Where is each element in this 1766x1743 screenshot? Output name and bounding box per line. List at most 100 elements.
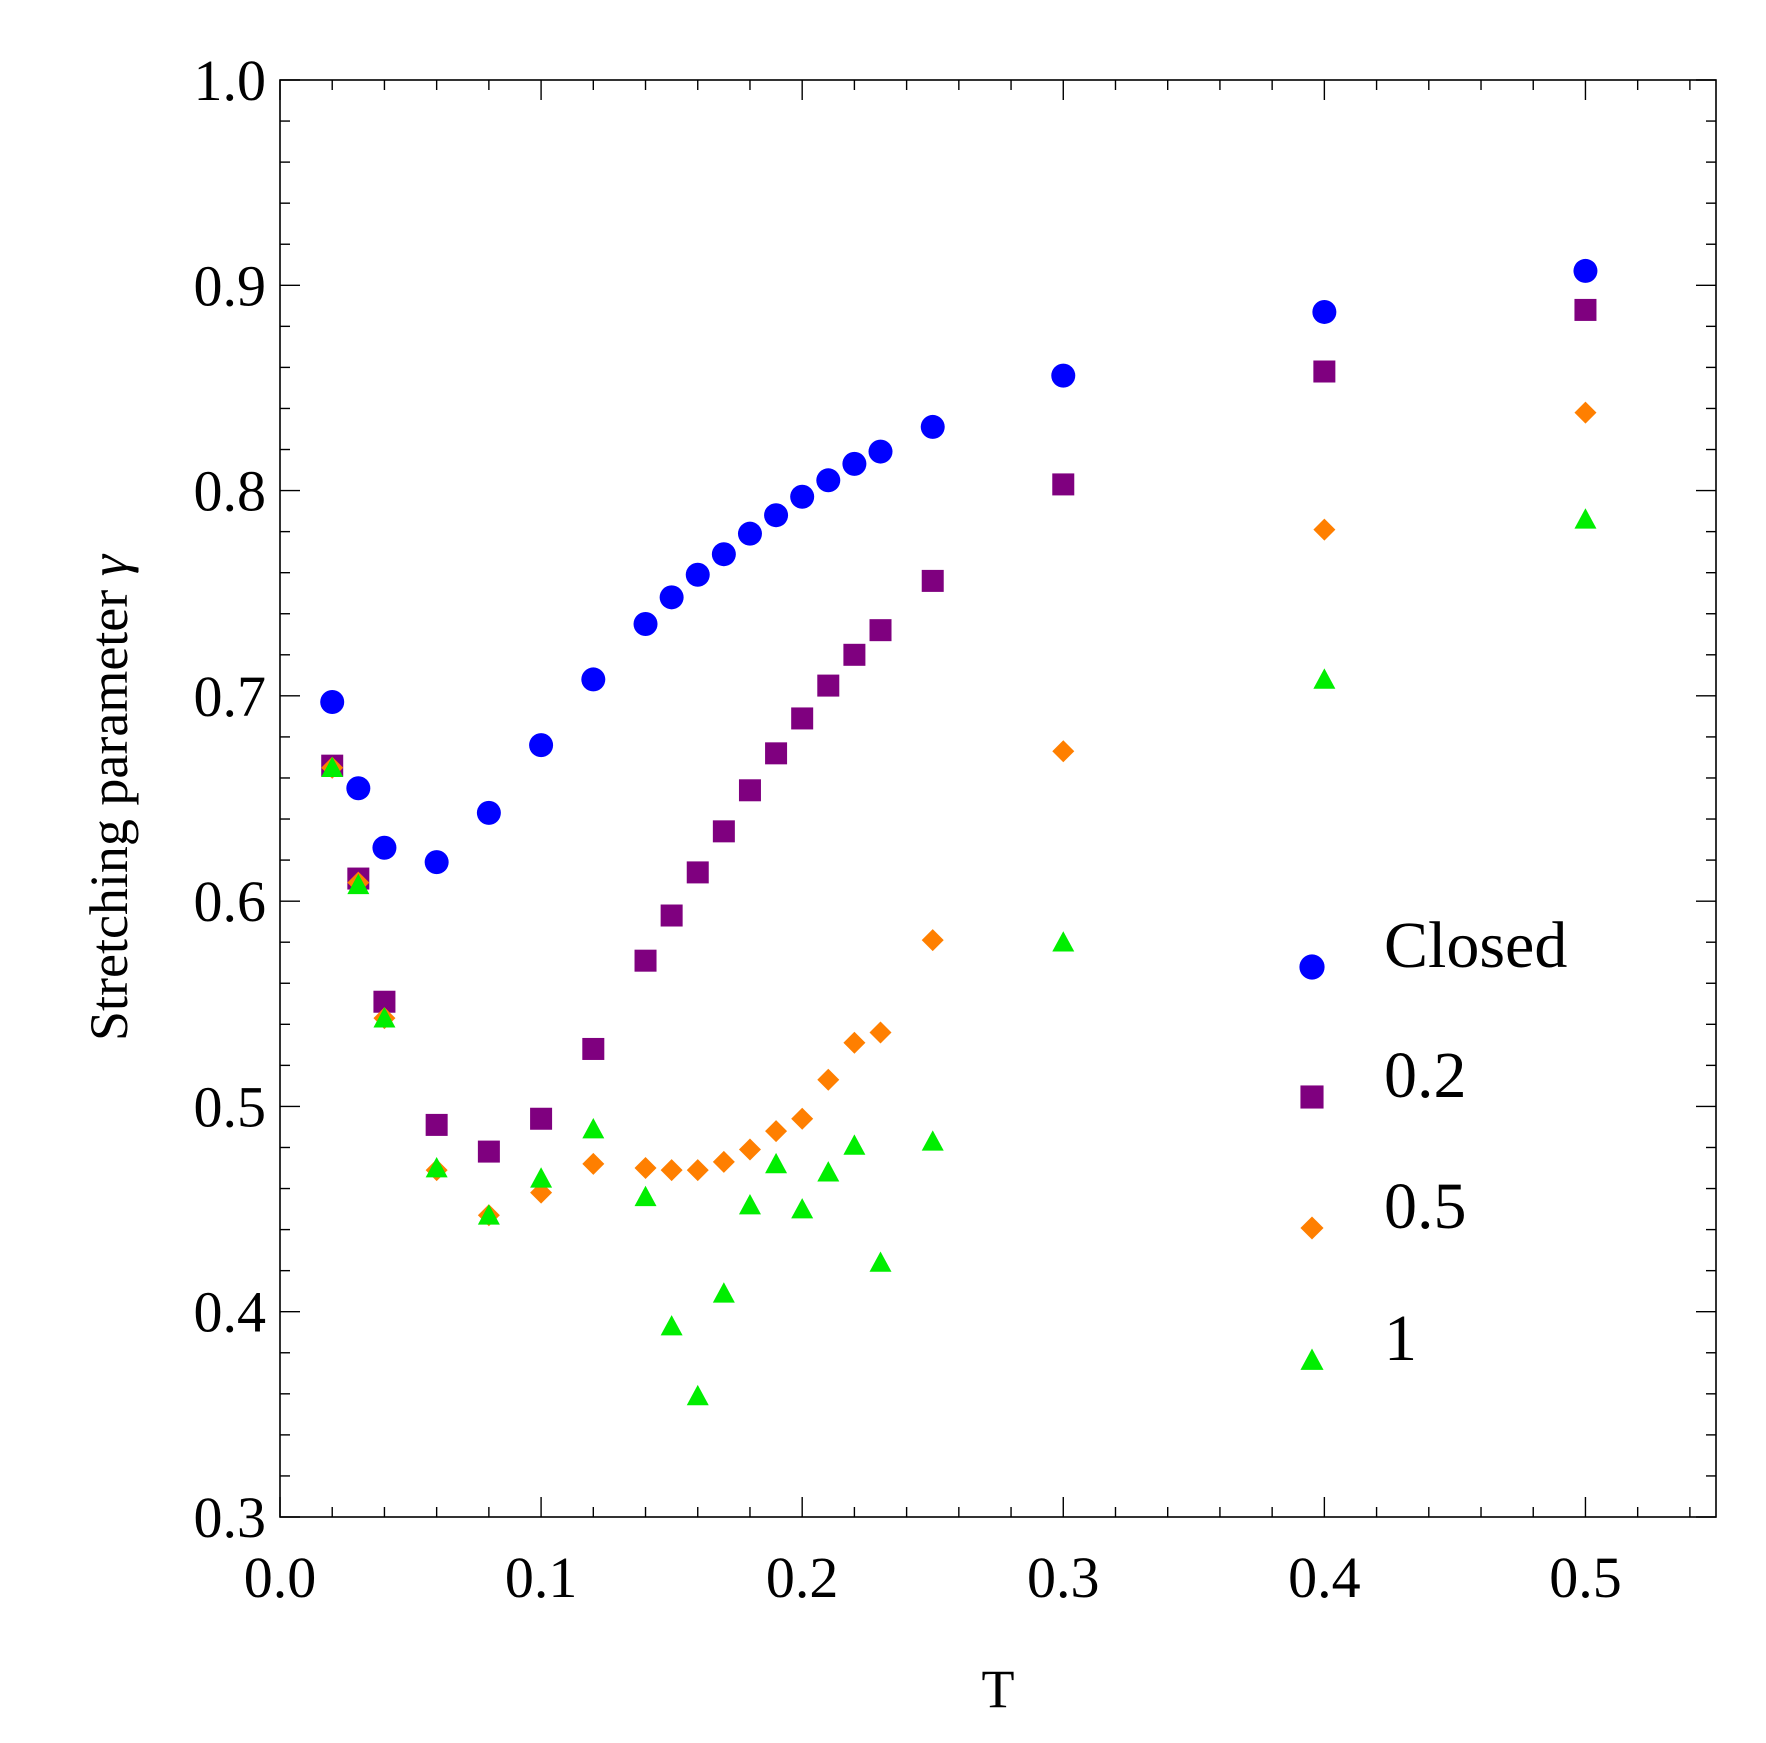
data-point bbox=[477, 1140, 500, 1163]
data-point bbox=[921, 1130, 944, 1151]
data-point bbox=[737, 521, 762, 546]
data-point bbox=[477, 1204, 500, 1225]
data-point bbox=[530, 1107, 553, 1130]
data-point bbox=[842, 451, 867, 476]
data-point bbox=[817, 1068, 840, 1091]
data-point bbox=[321, 756, 344, 778]
data-point bbox=[738, 1193, 761, 1215]
data-point bbox=[529, 733, 554, 758]
x-tick-label: 0.3 bbox=[1027, 1545, 1100, 1610]
data-point bbox=[686, 1159, 709, 1182]
data-point bbox=[1573, 258, 1598, 283]
data-point bbox=[582, 1118, 605, 1139]
data-point bbox=[1052, 931, 1075, 952]
legend-marker bbox=[1300, 1348, 1324, 1370]
data-point bbox=[530, 1167, 553, 1188]
data-point bbox=[791, 1107, 814, 1130]
legend-marker bbox=[1300, 1216, 1324, 1240]
data-point bbox=[790, 484, 815, 509]
data-point bbox=[425, 1113, 448, 1136]
y-tick-label: 0.8 bbox=[194, 459, 267, 524]
data-point bbox=[791, 1198, 814, 1219]
series-2 bbox=[321, 298, 1597, 1163]
data-point bbox=[633, 612, 658, 637]
x-axis-title: T bbox=[982, 1659, 1015, 1719]
data-point bbox=[868, 439, 893, 464]
data-point bbox=[712, 1282, 735, 1303]
y-tick-label: 0.5 bbox=[194, 1074, 267, 1139]
legend-label: 1 bbox=[1384, 1302, 1417, 1375]
data-point bbox=[476, 800, 501, 825]
data-point bbox=[869, 619, 892, 642]
data-point bbox=[1313, 668, 1336, 689]
data-point bbox=[582, 1037, 605, 1060]
y-tick-label: 0.3 bbox=[194, 1485, 267, 1550]
data-point bbox=[425, 1157, 448, 1178]
data-point bbox=[1052, 740, 1075, 763]
data-points bbox=[320, 258, 1598, 1406]
data-point bbox=[764, 503, 789, 528]
y-tick-label: 0.7 bbox=[194, 664, 267, 729]
y-tick-label: 0.6 bbox=[194, 869, 267, 934]
data-point bbox=[320, 690, 345, 715]
data-point bbox=[634, 1157, 657, 1180]
data-point bbox=[634, 1185, 657, 1207]
data-point bbox=[686, 861, 709, 884]
y-tick-label: 0.9 bbox=[194, 253, 267, 318]
data-point bbox=[660, 1315, 683, 1336]
data-point bbox=[843, 1031, 866, 1054]
data-point bbox=[1574, 508, 1597, 529]
data-point bbox=[817, 1161, 840, 1182]
data-point bbox=[816, 468, 841, 493]
y-tick-label: 1.0 bbox=[194, 48, 267, 113]
data-point bbox=[659, 585, 684, 610]
legend: Closed 0.2 0.5 1 bbox=[1299, 909, 1567, 1375]
data-point bbox=[1051, 363, 1076, 388]
data-point bbox=[1574, 298, 1597, 321]
data-point bbox=[1574, 401, 1597, 424]
y-tick-label: 0.4 bbox=[194, 1280, 267, 1345]
legend-item: 1 bbox=[1300, 1302, 1417, 1375]
data-point bbox=[791, 707, 814, 730]
series-4 bbox=[321, 508, 1597, 1406]
legend-label: Closed bbox=[1384, 909, 1567, 982]
x-tick-label: 0.2 bbox=[766, 1545, 839, 1610]
y-axis-title-text: Stretching parameter bbox=[79, 590, 139, 1041]
axis-tick-labels: 0.0 0.1 0.2 0.3 0.4 0.5 0.3 0.4 0.5 0.6 0.7 0.8 0.9 1… bbox=[194, 48, 1622, 1610]
data-point bbox=[921, 929, 944, 952]
data-point bbox=[738, 779, 761, 802]
x-tick-label: 0.5 bbox=[1549, 1545, 1622, 1610]
data-point bbox=[1313, 518, 1336, 541]
data-point bbox=[660, 904, 683, 927]
legend-marker bbox=[1300, 1085, 1324, 1109]
data-point bbox=[685, 562, 710, 587]
data-point bbox=[765, 742, 788, 765]
data-point bbox=[686, 1384, 709, 1406]
data-point bbox=[711, 542, 736, 567]
y-axis-title-symbol: γ bbox=[79, 553, 139, 576]
data-point bbox=[346, 776, 371, 801]
data-point bbox=[424, 850, 449, 875]
legend-label: 0.5 bbox=[1384, 1170, 1467, 1243]
data-point bbox=[634, 949, 657, 972]
data-point bbox=[712, 1150, 735, 1173]
x-tick-label: 0.1 bbox=[505, 1545, 578, 1610]
data-point bbox=[372, 835, 397, 860]
data-point bbox=[1313, 360, 1336, 383]
data-point bbox=[921, 569, 944, 592]
legend-item: Closed bbox=[1299, 909, 1567, 982]
series-1 bbox=[320, 258, 1598, 875]
y-axis-title: Stretching parameter γ bbox=[79, 553, 139, 1041]
data-point bbox=[738, 1138, 761, 1161]
data-point bbox=[660, 1159, 683, 1182]
data-point bbox=[582, 1152, 605, 1175]
data-point bbox=[920, 414, 945, 439]
data-point bbox=[373, 990, 396, 1013]
x-tick-label: 0.4 bbox=[1288, 1545, 1361, 1610]
data-point bbox=[581, 667, 606, 692]
data-point bbox=[1052, 473, 1075, 496]
legend-label: 0.2 bbox=[1384, 1039, 1467, 1112]
data-point bbox=[765, 1152, 788, 1174]
legend-item: 0.5 bbox=[1300, 1170, 1467, 1243]
